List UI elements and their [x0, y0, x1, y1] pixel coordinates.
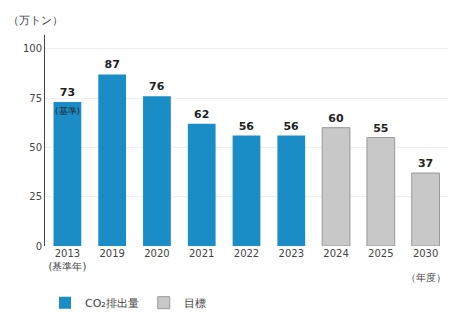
svg-text:2024: 2024 — [323, 248, 348, 259]
svg-text:73: 73 — [60, 86, 75, 99]
svg-text:0: 0 — [36, 241, 42, 252]
svg-text:(基準): (基準) — [55, 106, 80, 116]
svg-text:62: 62 — [194, 108, 209, 121]
svg-text:37: 37 — [418, 157, 433, 170]
svg-text:100: 100 — [23, 43, 42, 54]
svg-text:目標: 目標 — [184, 297, 206, 310]
svg-text:（万トン）: （万トン） — [8, 14, 63, 27]
svg-text:60: 60 — [328, 112, 344, 125]
svg-text:55: 55 — [373, 122, 388, 135]
svg-text:75: 75 — [29, 93, 42, 104]
svg-text:2021: 2021 — [189, 248, 214, 259]
svg-text:2013(基準年): 2013(基準年) — [48, 248, 86, 272]
svg-text:87: 87 — [105, 58, 120, 71]
svg-text:2025: 2025 — [368, 248, 393, 259]
svg-text:2030: 2030 — [413, 248, 438, 259]
svg-text:25: 25 — [29, 191, 42, 202]
svg-text:2019: 2019 — [99, 248, 124, 259]
svg-text:2023: 2023 — [279, 248, 304, 259]
svg-text:50: 50 — [29, 142, 42, 153]
svg-text:56: 56 — [239, 120, 255, 133]
svg-text:76: 76 — [149, 80, 165, 93]
svg-text:56: 56 — [283, 120, 299, 133]
svg-text:CO₂排出量: CO₂排出量 — [85, 297, 139, 310]
svg-text:2020: 2020 — [144, 248, 169, 259]
svg-text:（年度）: （年度） — [406, 272, 446, 283]
svg-text:2022: 2022 — [234, 248, 259, 259]
